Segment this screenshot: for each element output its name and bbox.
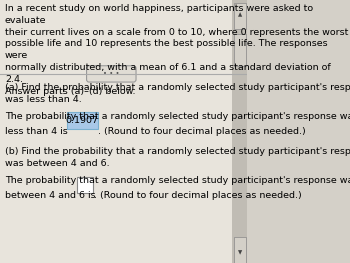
FancyBboxPatch shape <box>77 177 93 193</box>
FancyBboxPatch shape <box>234 237 246 263</box>
FancyBboxPatch shape <box>234 3 246 29</box>
Text: less than 4 is: less than 4 is <box>5 127 71 136</box>
Text: . (Round to four decimal places as needed.): . (Round to four decimal places as neede… <box>94 191 302 200</box>
FancyBboxPatch shape <box>232 0 247 263</box>
FancyBboxPatch shape <box>234 34 246 66</box>
Text: ▼: ▼ <box>238 250 242 255</box>
Text: 0.1907: 0.1907 <box>66 117 99 125</box>
Text: (a) Find the probability that a randomly selected study participant's response
w: (a) Find the probability that a randomly… <box>5 83 350 104</box>
Text: ▲: ▲ <box>238 12 242 17</box>
FancyBboxPatch shape <box>0 0 247 74</box>
Text: The probability that a randomly selected study participant's response was: The probability that a randomly selected… <box>5 112 350 121</box>
Text: The probability that a randomly selected study participant's response was: The probability that a randomly selected… <box>5 176 350 185</box>
Text: between 4 and 6 is: between 4 and 6 is <box>5 191 99 200</box>
Text: In a recent study on world happiness, participants were asked to evaluate
their : In a recent study on world happiness, pa… <box>5 4 348 95</box>
FancyBboxPatch shape <box>67 112 98 129</box>
Text: • • •: • • • <box>103 71 120 77</box>
Text: . (Round to four decimal places as needed.): . (Round to four decimal places as neede… <box>98 127 306 136</box>
Text: (b) Find the probability that a randomly selected study participant's response
w: (b) Find the probability that a randomly… <box>5 147 350 168</box>
FancyBboxPatch shape <box>86 66 136 82</box>
FancyBboxPatch shape <box>0 74 247 263</box>
